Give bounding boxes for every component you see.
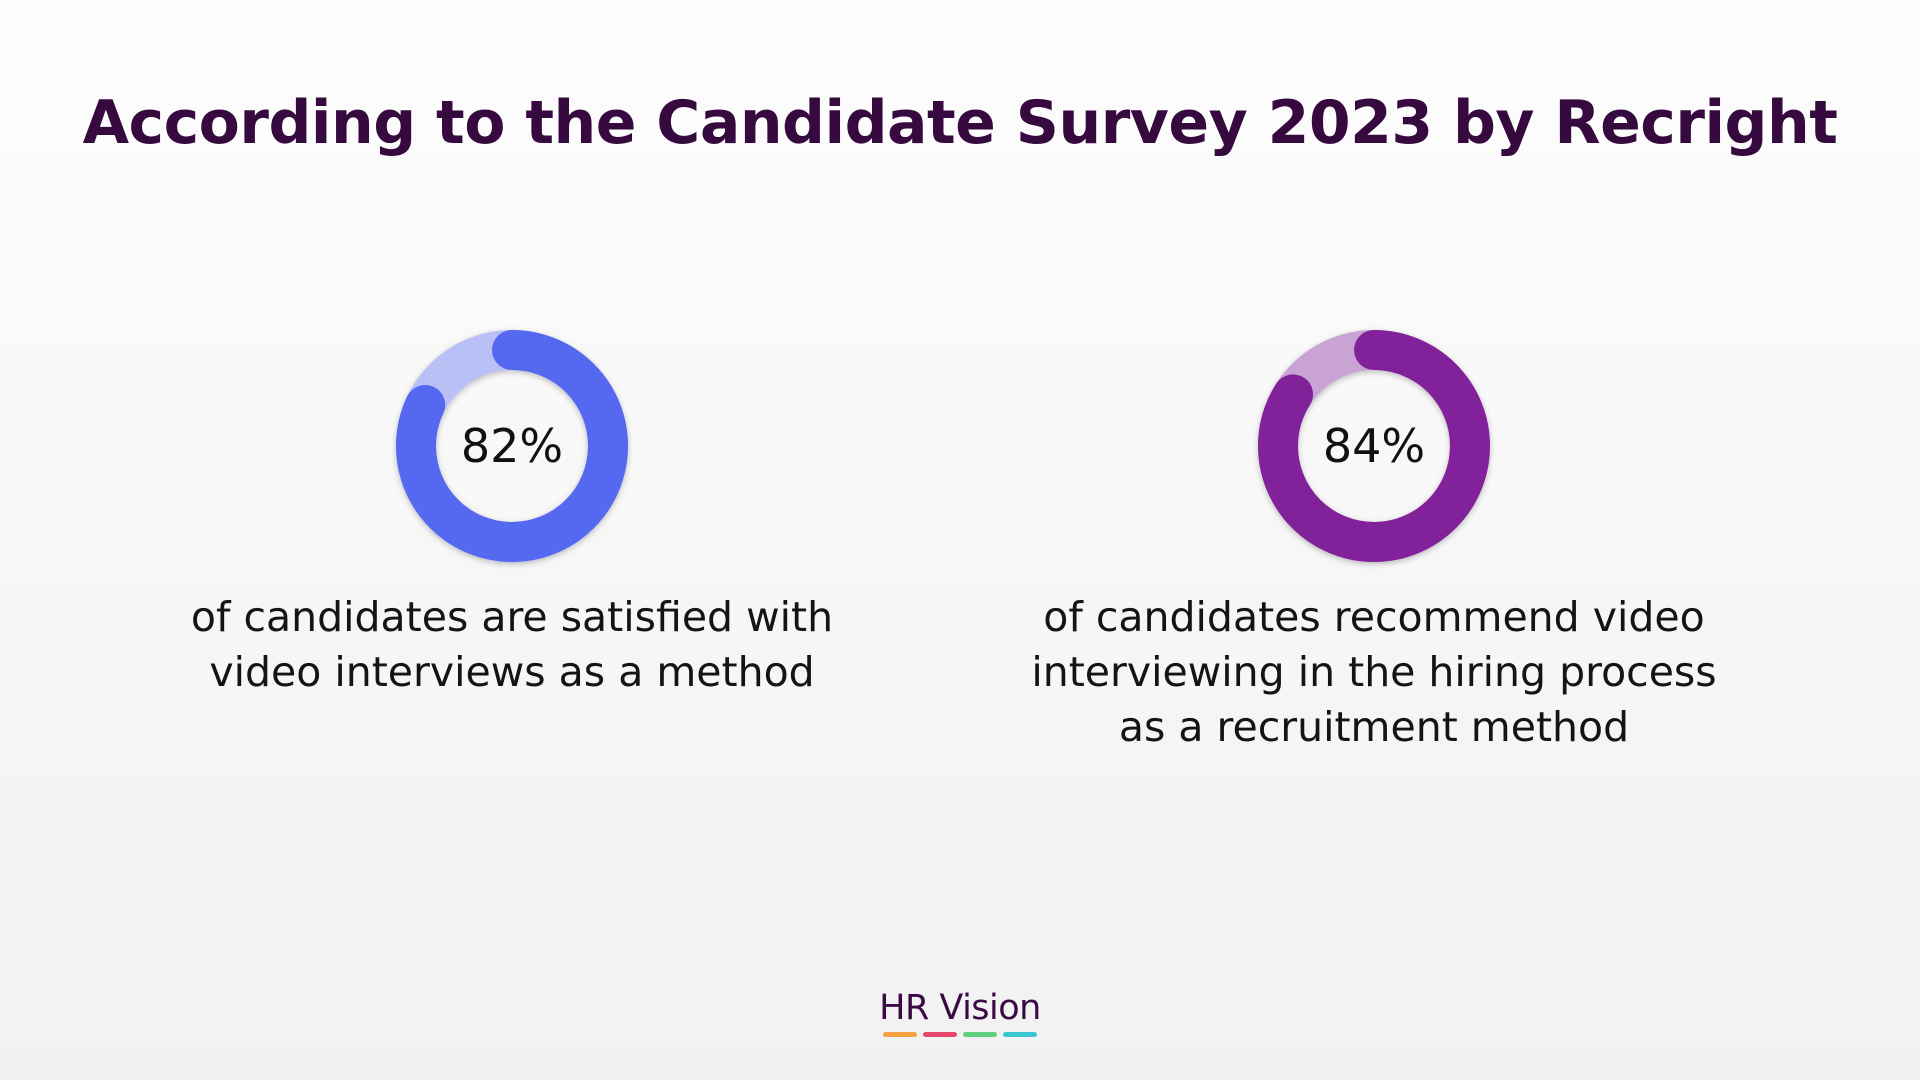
description-line: of candidates recommend video xyxy=(1043,593,1705,641)
donut-arc-satisfied xyxy=(396,330,628,562)
donut-svg-recommend xyxy=(1258,330,1490,562)
stat-recommend: 84% of candidates recommend video interv… xyxy=(1014,324,1734,755)
brand-bar-red xyxy=(923,1032,957,1037)
brand-logo: HR Vision xyxy=(0,988,1920,1037)
stat-satisfied: 82% of candidates are satisfied with vid… xyxy=(152,324,872,700)
stat-description-satisfied: of candidates are satisfied with video i… xyxy=(152,590,872,700)
description-line: of candidates are satisfied with xyxy=(190,593,834,641)
brand-color-bars xyxy=(0,1032,1920,1037)
donut-chart-recommend: 84% xyxy=(1252,324,1496,568)
stat-description-recommend: of candidates recommend video interviewi… xyxy=(1014,590,1734,755)
donut-svg-satisfied xyxy=(396,330,628,562)
description-line: as a recruitment method xyxy=(1118,703,1630,751)
brand-bar-orange xyxy=(883,1032,917,1037)
brand-bar-green xyxy=(963,1032,997,1037)
percent-label-satisfied: 82% xyxy=(460,419,564,473)
brand-name: HR Vision xyxy=(879,988,1041,1028)
description-line: interviewing in the hiring process xyxy=(1031,648,1717,696)
description-line: video interviews as a method xyxy=(209,648,815,696)
donut-arc-recommend xyxy=(1258,330,1490,562)
donut-chart-satisfied: 82% xyxy=(390,324,634,568)
percent-label-recommend: 84% xyxy=(1322,419,1426,473)
page-title: According to the Candidate Survey 2023 b… xyxy=(82,88,1838,158)
brand-bar-teal xyxy=(1003,1032,1037,1037)
